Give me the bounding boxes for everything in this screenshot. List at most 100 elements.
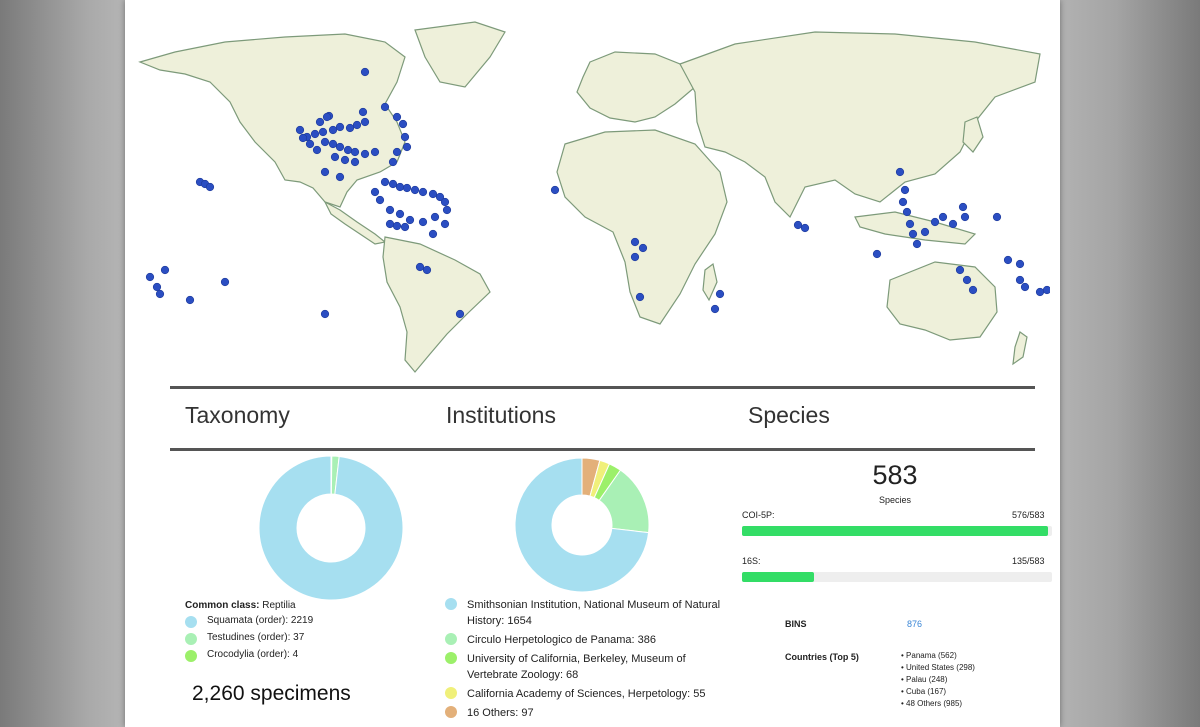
- specimen-point[interactable]: [343, 145, 353, 155]
- specimen-point[interactable]: [320, 167, 330, 177]
- specimen-point[interactable]: [392, 221, 402, 231]
- specimen-point[interactable]: [422, 265, 432, 275]
- specimen-point[interactable]: [335, 122, 345, 132]
- specimen-point[interactable]: [400, 222, 410, 232]
- specimen-point[interactable]: [428, 229, 438, 239]
- bins-value-link[interactable]: 876: [907, 619, 923, 629]
- specimen-point[interactable]: [960, 212, 970, 222]
- specimen-point[interactable]: [380, 177, 390, 187]
- specimen-point[interactable]: [908, 229, 918, 239]
- specimen-point[interactable]: [440, 219, 450, 229]
- specimen-point[interactable]: [902, 207, 912, 217]
- specimen-point[interactable]: [958, 202, 968, 212]
- specimen-point[interactable]: [205, 182, 215, 192]
- specimen-point[interactable]: [350, 147, 360, 157]
- specimen-point[interactable]: [370, 187, 380, 197]
- specimen-point[interactable]: [360, 149, 370, 159]
- donut-slice-2[interactable]: [258, 455, 404, 601]
- specimen-point[interactable]: [872, 249, 882, 259]
- specimen-point[interactable]: [968, 285, 978, 295]
- specimen-point[interactable]: [388, 157, 398, 167]
- specimen-point[interactable]: [328, 139, 338, 149]
- specimen-point[interactable]: [635, 292, 645, 302]
- specimen-point[interactable]: [298, 133, 308, 143]
- specimen-point[interactable]: [398, 119, 408, 129]
- specimen-point[interactable]: [418, 187, 428, 197]
- specimen-point[interactable]: [1015, 275, 1025, 285]
- specimen-point[interactable]: [320, 137, 330, 147]
- specimen-point[interactable]: [385, 219, 395, 229]
- specimen-point[interactable]: [328, 125, 338, 135]
- specimen-point[interactable]: [900, 185, 910, 195]
- specimen-point[interactable]: [442, 205, 452, 215]
- specimen-point[interactable]: [295, 125, 305, 135]
- specimen-point[interactable]: [155, 289, 165, 299]
- specimen-point[interactable]: [385, 205, 395, 215]
- specimen-point[interactable]: [402, 183, 412, 193]
- specimen-point[interactable]: [395, 182, 405, 192]
- specimen-point[interactable]: [335, 142, 345, 152]
- taxonomy-donut-chart[interactable]: [258, 455, 404, 601]
- specimen-point[interactable]: [388, 179, 398, 189]
- specimen-point[interactable]: [930, 217, 940, 227]
- specimen-point[interactable]: [938, 212, 948, 222]
- specimen-point[interactable]: [410, 185, 420, 195]
- specimen-point[interactable]: [392, 147, 402, 157]
- specimen-point[interactable]: [185, 295, 195, 305]
- specimen-point[interactable]: [955, 265, 965, 275]
- specimen-point[interactable]: [800, 223, 810, 233]
- specimen-point[interactable]: [318, 127, 328, 137]
- specimen-point[interactable]: [370, 147, 380, 157]
- institutions-donut-chart[interactable]: [512, 458, 652, 592]
- specimen-point[interactable]: [428, 189, 438, 199]
- specimen-point[interactable]: [638, 243, 648, 253]
- specimen-point[interactable]: [395, 209, 405, 219]
- specimen-point[interactable]: [710, 304, 720, 314]
- specimen-point[interactable]: [912, 239, 922, 249]
- specimen-point[interactable]: [152, 282, 162, 292]
- specimen-point[interactable]: [340, 155, 350, 165]
- specimen-point[interactable]: [455, 309, 465, 319]
- specimen-point[interactable]: [305, 139, 315, 149]
- specimen-point[interactable]: [1042, 285, 1050, 295]
- specimen-point[interactable]: [793, 220, 803, 230]
- specimen-point[interactable]: [358, 107, 368, 117]
- specimen-point[interactable]: [352, 120, 362, 130]
- specimen-point[interactable]: [1035, 287, 1045, 297]
- specimen-point[interactable]: [962, 275, 972, 285]
- specimen-point[interactable]: [440, 197, 450, 207]
- specimen-point[interactable]: [400, 132, 410, 142]
- specimen-point[interactable]: [322, 112, 332, 122]
- specimen-point[interactable]: [430, 212, 440, 222]
- specimen-point[interactable]: [550, 185, 560, 195]
- specimen-point[interactable]: [630, 237, 640, 247]
- specimen-point[interactable]: [335, 172, 345, 182]
- specimen-point[interactable]: [1020, 282, 1030, 292]
- specimen-point[interactable]: [320, 309, 330, 319]
- specimen-point[interactable]: [350, 157, 360, 167]
- specimen-point[interactable]: [392, 112, 402, 122]
- specimen-point[interactable]: [905, 219, 915, 229]
- specimen-point[interactable]: [375, 195, 385, 205]
- specimen-point[interactable]: [360, 117, 370, 127]
- specimen-point[interactable]: [310, 129, 320, 139]
- specimen-point[interactable]: [630, 252, 640, 262]
- specimen-point[interactable]: [345, 123, 355, 133]
- specimen-point[interactable]: [948, 219, 958, 229]
- specimen-point[interactable]: [330, 152, 340, 162]
- specimen-point[interactable]: [315, 117, 325, 127]
- specimen-point[interactable]: [402, 142, 412, 152]
- specimen-point[interactable]: [380, 102, 390, 112]
- specimen-point[interactable]: [418, 217, 428, 227]
- specimen-point[interactable]: [1015, 259, 1025, 269]
- specimen-point[interactable]: [160, 265, 170, 275]
- specimen-point[interactable]: [992, 212, 1002, 222]
- specimen-point[interactable]: [220, 277, 230, 287]
- specimen-point[interactable]: [415, 262, 425, 272]
- specimen-point[interactable]: [898, 197, 908, 207]
- donut-slice-4[interactable]: [514, 458, 650, 592]
- specimen-point[interactable]: [360, 67, 370, 77]
- specimen-point[interactable]: [405, 215, 415, 225]
- specimen-point[interactable]: [312, 145, 322, 155]
- specimen-point[interactable]: [435, 192, 445, 202]
